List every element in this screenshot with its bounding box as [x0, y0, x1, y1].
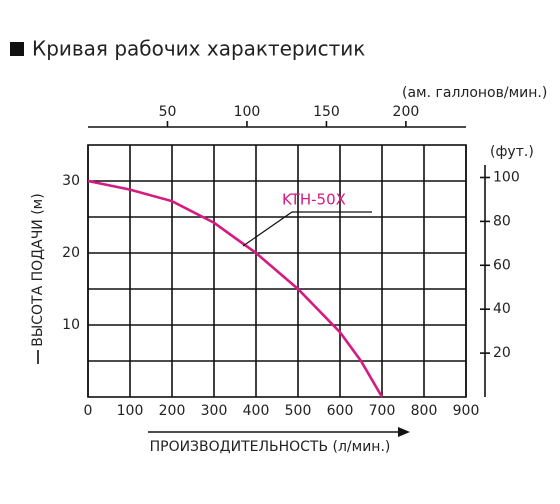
- x2-tick-label: 150: [313, 104, 340, 120]
- y-tick-label: 10: [62, 317, 80, 333]
- y2-tick-label: 20: [493, 345, 511, 361]
- x2-tick-label: 200: [393, 104, 420, 120]
- y-tick-label: 30: [62, 173, 80, 189]
- x-tick-label: 300: [201, 403, 228, 419]
- plot-frame: [87, 144, 467, 398]
- y-axis-title: ВЫСОТА ПОДАЧИ (м): [30, 193, 46, 346]
- series-label: KTH-50X: [282, 191, 346, 209]
- x-tick-label: 500: [285, 403, 312, 419]
- title-marker: [10, 42, 24, 56]
- x-tick-label: 700: [369, 403, 396, 419]
- x2-tick-label: 100: [234, 104, 261, 120]
- x-tick-label: 400: [243, 403, 270, 419]
- y2-tick-label: 60: [493, 257, 511, 273]
- chart-title: Кривая рабочих характеристик: [32, 37, 365, 61]
- x-tick-label: 0: [84, 403, 93, 419]
- x2-axis-title: (ам. галлонов/мин.): [402, 85, 547, 101]
- x-tick-label: 900: [453, 403, 480, 419]
- leader-line: [242, 211, 372, 247]
- x-axis-title: ПРОИЗВОДИТЕЛЬНОСТЬ (л/мин.): [150, 439, 391, 455]
- x-tick-label: 600: [327, 403, 354, 419]
- y-tick-label: 20: [62, 245, 80, 261]
- y2-tick-label: 100: [493, 169, 520, 185]
- x-arrow-head: [398, 427, 410, 437]
- y2-axis-title: (фут.): [490, 144, 534, 160]
- x2-tick-label: 50: [159, 104, 177, 120]
- x-tick-label: 200: [159, 403, 186, 419]
- x-tick-label: 800: [411, 403, 438, 419]
- curve: [87, 179, 384, 398]
- x-tick-label: 100: [117, 403, 144, 419]
- y2-tick-label: 80: [493, 213, 511, 229]
- y2-tick-label: 40: [493, 301, 511, 317]
